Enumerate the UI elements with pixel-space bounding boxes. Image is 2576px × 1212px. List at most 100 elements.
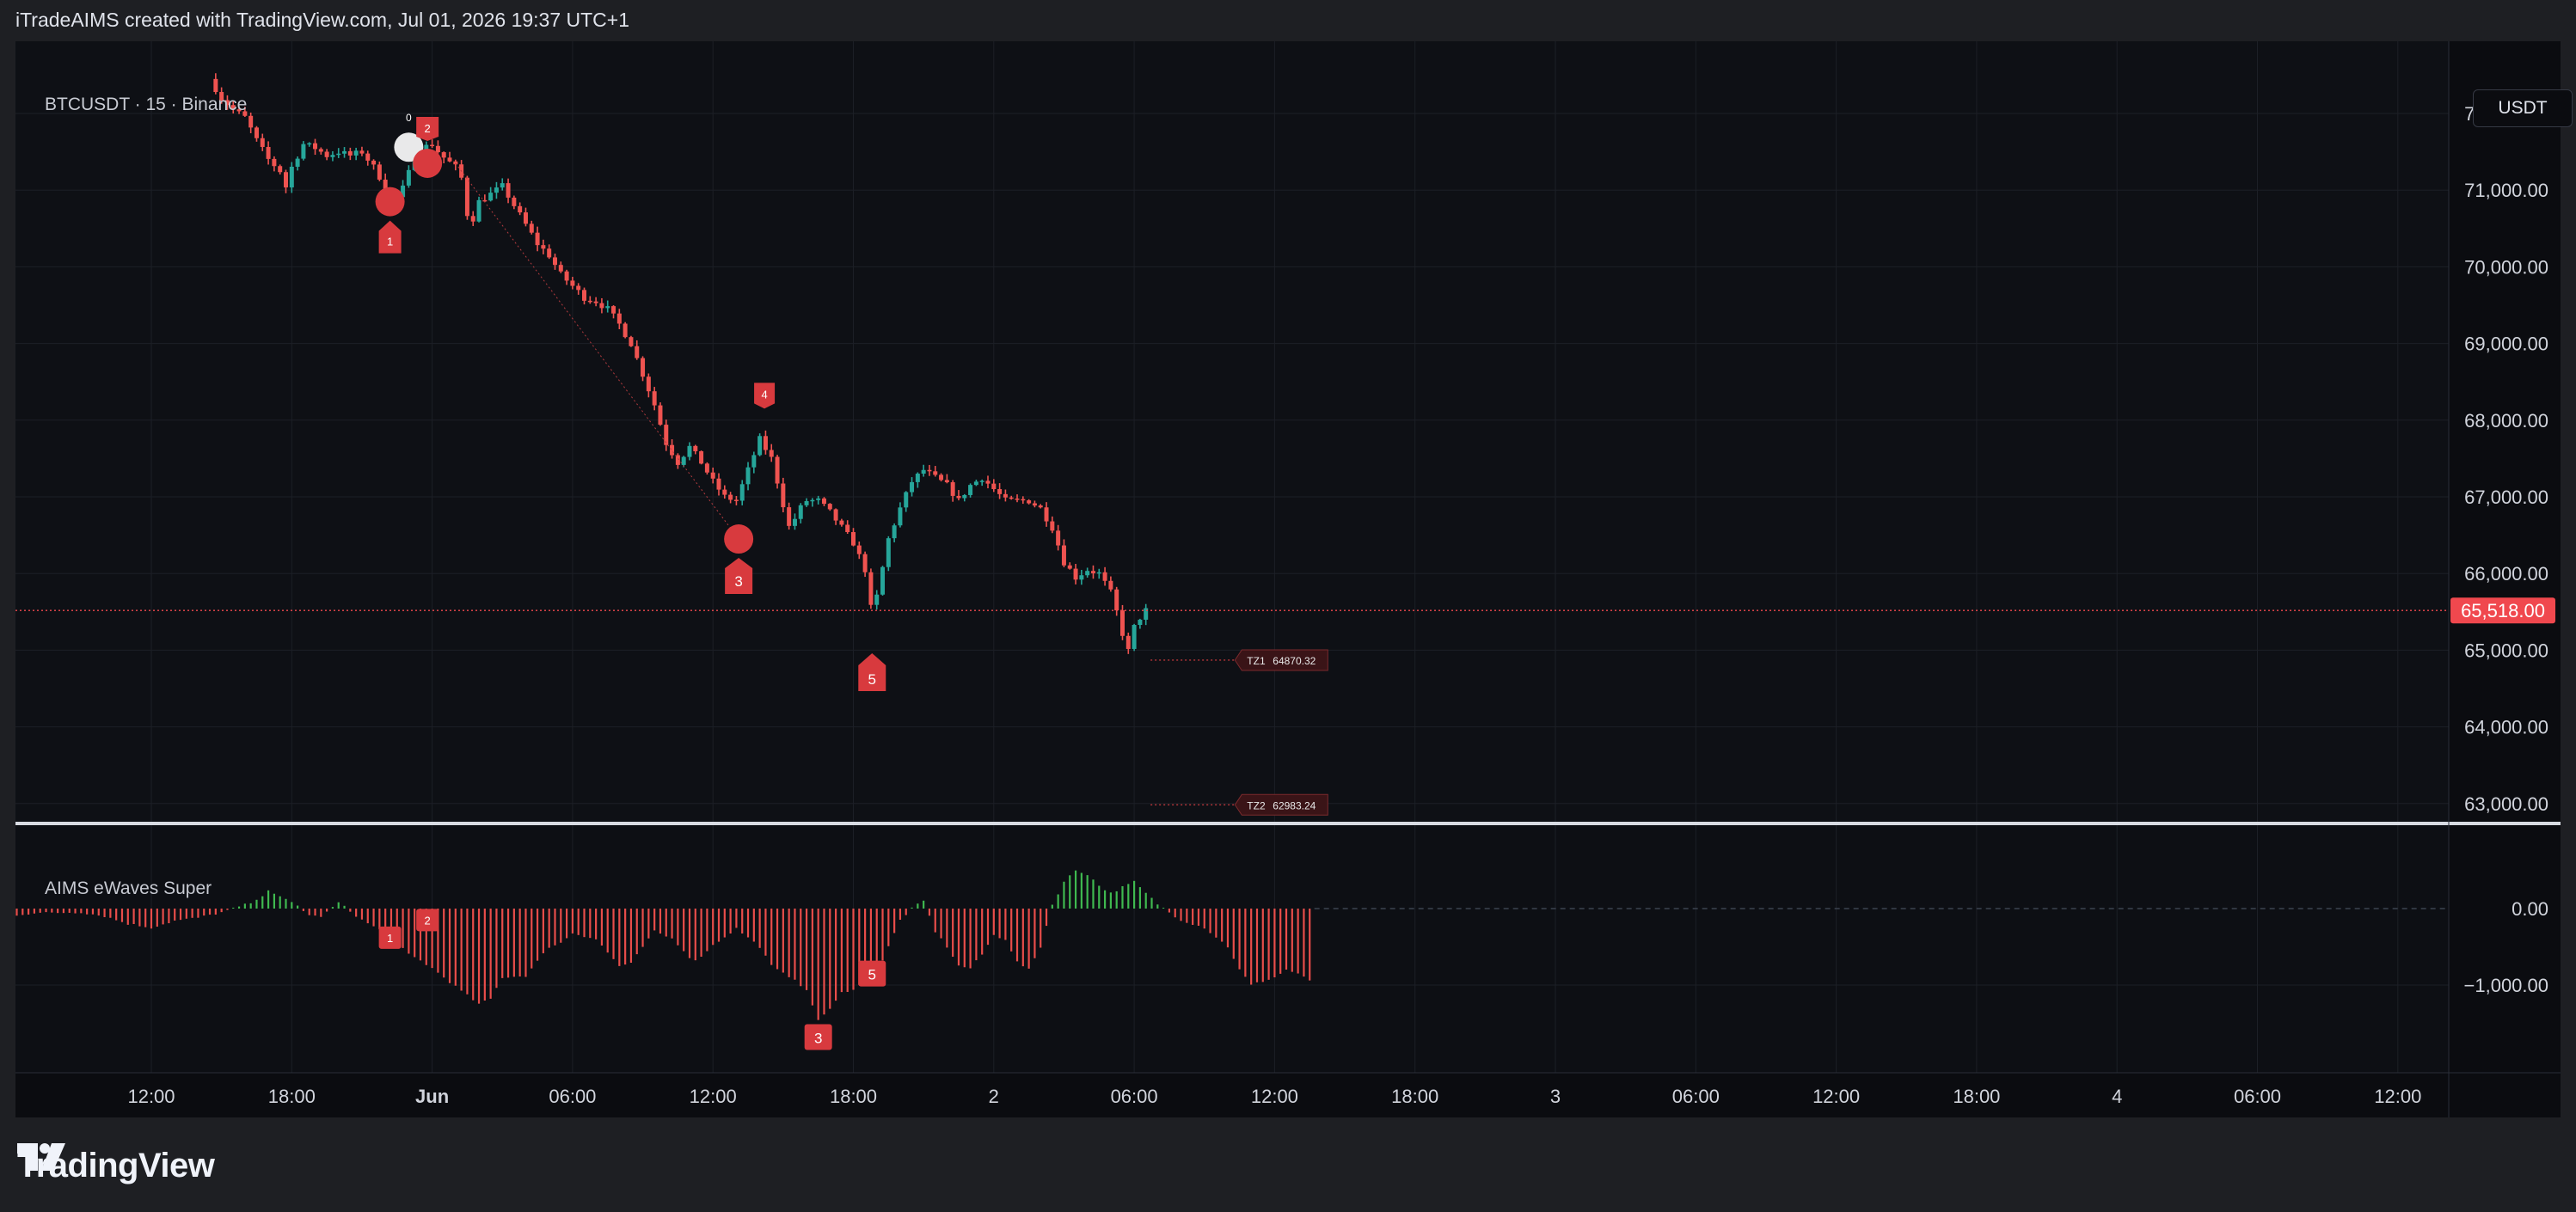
chart-header-title: iTradeAIMS created with TradingView.com,… [15, 9, 630, 31]
candle-body [939, 474, 944, 481]
target-zone-badge [1234, 793, 1328, 816]
candle-body [664, 425, 669, 445]
wave-projection-line [455, 162, 739, 540]
indicator-axis-label: 0.00 [2512, 898, 2548, 920]
candle-body [1119, 610, 1125, 636]
candle-body [1073, 568, 1078, 580]
candle-body [295, 158, 300, 167]
candle-body [582, 290, 587, 301]
candle-body [260, 138, 265, 147]
tradingview-logo[interactable]: TradingView [17, 1143, 215, 1188]
target-zone-label: TZ2 [1247, 799, 1266, 811]
candle-body [236, 109, 242, 112]
candle-body [535, 232, 540, 246]
wave-marker-label: 4 [761, 388, 767, 401]
candle-body [1032, 503, 1037, 506]
candle-body [435, 145, 440, 153]
candle-body [353, 150, 359, 156]
candle-body [283, 172, 288, 188]
candle-body [792, 518, 797, 526]
time-axis-label: 3 [1550, 1086, 1561, 1107]
candle-body [856, 545, 862, 554]
candle-body [921, 469, 926, 474]
candle-body [892, 525, 897, 539]
candle-body [1108, 580, 1113, 590]
time-axis-label: 12:00 [1812, 1086, 1860, 1107]
indicator-label[interactable]: AIMS eWaves Super [45, 878, 212, 898]
candle-body [1015, 499, 1020, 500]
candle-body [704, 463, 709, 473]
time-axis-label: Jun [415, 1086, 449, 1107]
tradingview-logo-icon [17, 1143, 65, 1171]
candle-body [1079, 575, 1084, 580]
candle-body [910, 481, 915, 493]
candle-body [541, 245, 546, 249]
time-axis-label: 18:00 [830, 1086, 877, 1107]
candle-body [406, 169, 411, 186]
indicator-wave-badge [416, 909, 439, 932]
candle-body [576, 285, 581, 291]
candle-body [593, 301, 598, 303]
price-axis-label: 67,000.00 [2464, 487, 2548, 508]
candle-body [1027, 500, 1032, 504]
candle-body [1085, 571, 1090, 576]
last-price-badge [2450, 597, 2555, 624]
candle-body [587, 300, 592, 303]
symbol-label[interactable]: BTCUSDT · 15 · Binance [45, 95, 248, 114]
candle-body [839, 520, 844, 525]
currency-button[interactable]: USDT [2473, 89, 2573, 127]
candle-body [347, 150, 353, 156]
candle-body [816, 498, 821, 500]
candle-body [787, 507, 792, 526]
candle-body [336, 153, 341, 156]
wave-marker-badge [416, 116, 439, 141]
candle-body [745, 467, 751, 485]
wave-marker-circle [413, 148, 443, 178]
candle-body [1090, 571, 1095, 573]
time-axis-label: 06:00 [549, 1086, 596, 1107]
candle-body [488, 193, 494, 201]
candle-body [494, 187, 499, 193]
candle-body [623, 323, 628, 338]
candle-body [242, 111, 248, 116]
candle-body [886, 538, 891, 567]
candle-body [635, 346, 640, 358]
price-axis-label: 68,000.00 [2464, 410, 2548, 432]
candle-body [518, 205, 523, 213]
candle-body [1144, 608, 1149, 620]
candle-body [248, 115, 254, 128]
price-axis-label: 63,000.00 [2464, 793, 2548, 815]
candle-body [359, 150, 365, 154]
candle-body [658, 405, 663, 425]
last-price-label: 65,518.00 [2461, 600, 2545, 621]
candle-body [1003, 493, 1008, 498]
wave-marker-label: 5 [868, 671, 876, 688]
time-axis-label: 06:00 [2234, 1086, 2281, 1107]
candle-body [1138, 619, 1143, 626]
candle-body [470, 216, 475, 222]
target-zone-badge [1234, 649, 1328, 671]
candle-body [599, 303, 604, 309]
candle-body [739, 484, 745, 501]
candle-body [1021, 499, 1026, 501]
price-axis-label: 66,000.00 [2464, 563, 2548, 585]
candle-body [512, 197, 517, 206]
candle-body [699, 450, 704, 464]
candle-body [324, 151, 329, 157]
candle-body [681, 456, 686, 465]
candle-body [1067, 565, 1072, 569]
candle-body [1061, 545, 1066, 566]
wave-marker-circle [375, 187, 405, 217]
candle-body [769, 450, 774, 457]
candle-body [973, 481, 978, 486]
candle-body [371, 160, 377, 165]
wave-marker-label: 1 [387, 236, 393, 248]
indicator-wave-label: 1 [387, 932, 393, 945]
candle-body [880, 566, 886, 595]
candle-body [915, 474, 920, 482]
candle-body [862, 554, 868, 572]
time-axis-label: 06:00 [1672, 1086, 1720, 1107]
candle-body [693, 445, 698, 451]
